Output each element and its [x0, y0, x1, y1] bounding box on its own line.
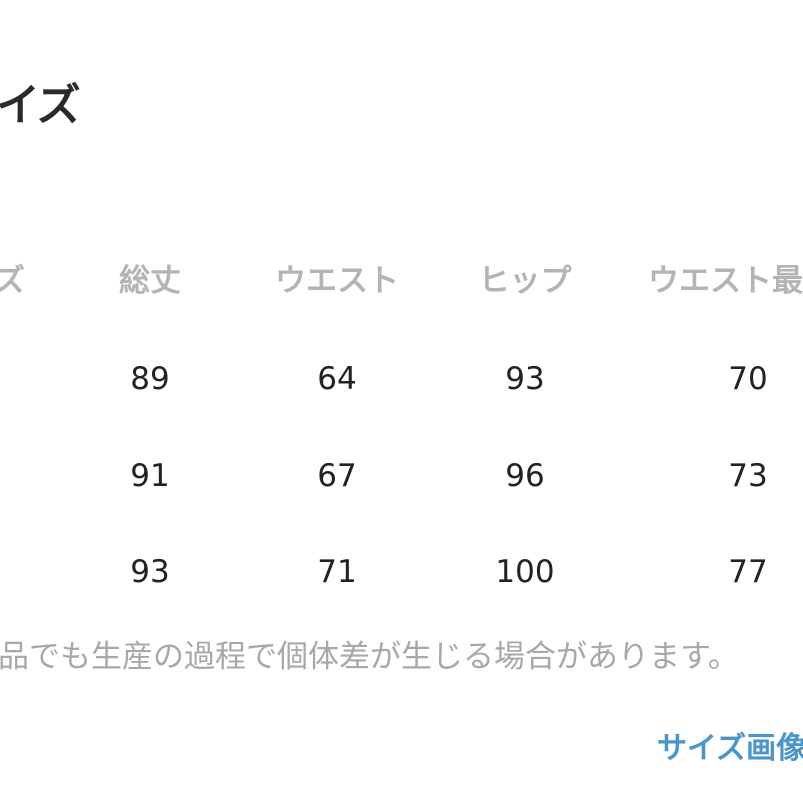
cell: 73 — [728, 458, 768, 494]
cell: 70 — [728, 361, 768, 397]
cell: 96 — [505, 458, 545, 494]
header-hip: ヒップ — [478, 263, 572, 299]
header-length: 総丈 — [119, 263, 181, 299]
cell: 100 — [495, 554, 555, 590]
header-waist: ウエスト — [275, 263, 399, 299]
disclaimer-note: 品でも生産の過程で個体差が生じる場合があります。 — [0, 639, 739, 675]
cell: 64 — [317, 361, 357, 397]
cell: 89 — [130, 361, 170, 397]
cell: 93 — [130, 554, 170, 590]
section-title: イズ — [0, 80, 81, 131]
cell: 91 — [130, 458, 170, 494]
cell: 93 — [505, 361, 545, 397]
size-image-link[interactable]: サイズ画像 — [657, 731, 803, 766]
cell: 71 — [317, 554, 357, 590]
header-size: ズ — [0, 263, 25, 299]
cell: 67 — [317, 458, 357, 494]
header-waist-max: ウエスト最 — [648, 263, 803, 299]
cell: 77 — [728, 554, 768, 590]
